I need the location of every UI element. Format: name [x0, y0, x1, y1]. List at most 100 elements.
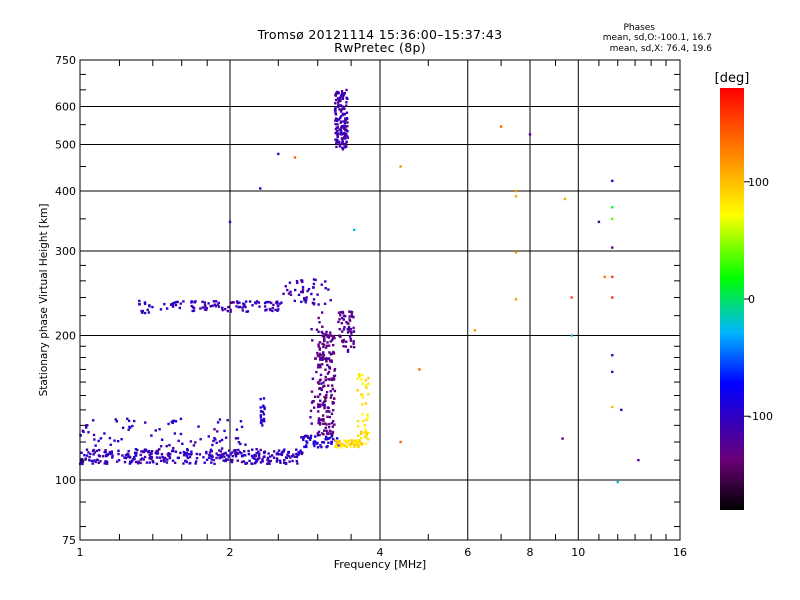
- data-point: [345, 111, 349, 114]
- data-point: [104, 454, 108, 458]
- data-point: [335, 442, 339, 445]
- data-point: [332, 397, 336, 400]
- data-point: [358, 375, 361, 378]
- data-point: [322, 417, 325, 421]
- data-point: [260, 419, 263, 422]
- data-point: [327, 344, 331, 347]
- data-point: [327, 425, 331, 429]
- data-point: [219, 453, 222, 457]
- data-point: [211, 443, 214, 447]
- data-point: [312, 286, 315, 289]
- data-point: [325, 429, 328, 433]
- data-point: [127, 455, 130, 459]
- data-point: [184, 459, 187, 463]
- data-point: [318, 358, 322, 361]
- data-point: [324, 332, 327, 336]
- data-point: [179, 432, 183, 436]
- data-point: [499, 125, 503, 128]
- data-point: [305, 296, 308, 299]
- data-point: [364, 442, 368, 445]
- data-point: [263, 406, 266, 409]
- y-tick-label: 750: [55, 54, 76, 67]
- data-point: [345, 104, 348, 107]
- data-point: [83, 453, 86, 457]
- data-point: [314, 357, 317, 360]
- data-point: [238, 305, 242, 309]
- data-point: [259, 187, 262, 190]
- data-point: [95, 449, 99, 453]
- data-point: [334, 113, 338, 116]
- data-point: [303, 434, 307, 438]
- data-point: [315, 328, 319, 331]
- data-point: [346, 124, 349, 128]
- data-point: [316, 293, 319, 296]
- data-point: [322, 400, 326, 404]
- data-point: [214, 305, 218, 308]
- data-point: [185, 460, 188, 464]
- data-point: [323, 335, 326, 338]
- data-point: [163, 302, 166, 306]
- data-point: [300, 290, 303, 294]
- data-point: [226, 309, 230, 313]
- data-point: [266, 456, 270, 460]
- data-point: [330, 440, 333, 444]
- data-point: [300, 436, 303, 439]
- colorbar-tick-label: -100: [748, 410, 773, 423]
- data-point: [297, 453, 301, 456]
- data-point: [335, 443, 338, 446]
- data-point: [337, 320, 340, 324]
- data-point: [245, 461, 249, 465]
- data-point: [242, 302, 245, 305]
- data-point: [127, 449, 130, 453]
- colorbar-label: [deg]: [715, 71, 750, 86]
- data-point: [611, 353, 614, 357]
- data-point: [616, 480, 619, 484]
- data-point: [93, 438, 96, 441]
- data-point: [79, 434, 82, 437]
- data-point: [173, 432, 177, 435]
- data-point: [94, 444, 97, 447]
- data-point: [309, 434, 313, 438]
- data-point: [328, 415, 332, 419]
- data-point: [350, 442, 353, 445]
- data-point: [333, 108, 337, 111]
- data-point: [167, 422, 170, 426]
- data-point: [528, 133, 532, 136]
- data-point: [241, 306, 244, 309]
- data-point: [320, 283, 323, 286]
- data-point: [334, 111, 337, 115]
- data-point: [109, 443, 112, 446]
- data-point: [339, 444, 342, 447]
- data-point: [342, 92, 346, 96]
- data-point: [159, 308, 163, 311]
- data-point: [284, 456, 288, 459]
- data-point: [341, 95, 345, 99]
- data-point: [361, 382, 364, 385]
- data-point: [81, 462, 84, 466]
- data-point: [611, 206, 614, 209]
- data-point: [278, 302, 282, 305]
- data-point: [331, 420, 335, 423]
- data-point: [117, 459, 121, 462]
- data-point: [338, 318, 341, 321]
- data-point: [340, 90, 344, 93]
- data-point: [234, 450, 237, 453]
- data-point: [244, 462, 247, 465]
- data-point: [343, 314, 347, 318]
- data-point: [261, 458, 264, 461]
- data-point: [263, 301, 267, 305]
- data-point: [336, 101, 340, 104]
- data-point: [289, 290, 292, 293]
- data-point: [319, 373, 323, 377]
- data-point: [597, 220, 601, 224]
- data-point: [335, 119, 339, 123]
- data-point: [324, 280, 327, 283]
- data-point: [240, 425, 244, 429]
- data-point: [237, 441, 241, 444]
- data-point: [156, 449, 160, 452]
- data-point: [336, 97, 340, 100]
- data-point: [324, 375, 327, 379]
- data-point: [321, 334, 325, 338]
- data-point: [293, 156, 297, 159]
- data-point: [150, 455, 154, 459]
